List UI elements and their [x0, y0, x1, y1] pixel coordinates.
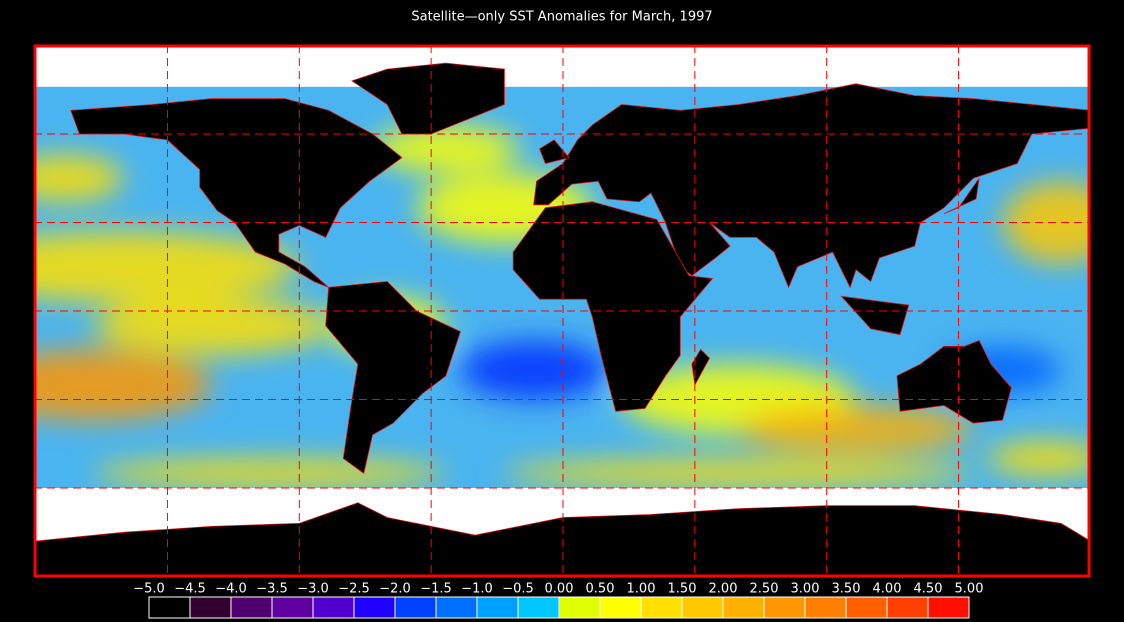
colorbar-tick-label: 3.50	[832, 582, 861, 597]
color-swatch	[804, 596, 847, 619]
colorbar-tick-label: −5.0	[133, 582, 165, 597]
color-swatch	[722, 596, 765, 619]
landmass	[325, 281, 461, 474]
colorbar-tick-label: −4.0	[215, 582, 247, 597]
color-swatch	[271, 596, 314, 619]
color-swatch	[230, 596, 273, 619]
colorbar-tick-label: 4.50	[914, 582, 943, 597]
color-swatch	[353, 596, 396, 619]
color-swatch	[312, 596, 355, 619]
color-swatch	[189, 596, 232, 619]
anomaly-patch	[372, 125, 520, 173]
colorbar-tick-label: −4.5	[174, 582, 206, 597]
colorbar-tick-label: 0.00	[545, 582, 574, 597]
map-frame	[33, 44, 1091, 578]
colorbar-tick-label: 3.00	[791, 582, 820, 597]
landmass	[70, 98, 403, 288]
anomaly-patch	[1002, 181, 1088, 264]
graticule	[36, 47, 1088, 575]
landmass	[539, 139, 570, 164]
colorbar-tick-label: 0.50	[586, 582, 615, 597]
color-swatch	[558, 596, 601, 619]
color-swatch	[599, 596, 642, 619]
anomaly-patch	[504, 458, 974, 488]
colorbar-tick-label: 2.00	[709, 582, 738, 597]
color-swatch	[845, 596, 888, 619]
colorbar-tick-label: −2.5	[338, 582, 370, 597]
colorbar-tick-label: −0.5	[502, 582, 534, 597]
landmass	[533, 83, 1088, 289]
landmass	[896, 339, 1012, 424]
color-swatch	[640, 596, 683, 619]
colorbar-tick-label: 1.00	[627, 582, 656, 597]
color-swatch	[927, 596, 970, 619]
color-swatch	[763, 596, 806, 619]
color-swatch	[435, 596, 478, 619]
anomaly-field	[36, 125, 1088, 488]
color-swatch	[517, 596, 560, 619]
colorbar-tick-label: −1.0	[461, 582, 493, 597]
color-swatch	[681, 596, 724, 619]
map-title: Satellite—only SST Anomalies for March, …	[411, 10, 712, 25]
color-swatch	[886, 596, 929, 619]
colorbar-tick-label: −1.5	[420, 582, 452, 597]
landmass	[351, 62, 505, 135]
sea-ice	[36, 47, 1088, 87]
colorbar-tick-label: 4.00	[873, 582, 902, 597]
colorbar-tick-label: −3.5	[256, 582, 288, 597]
anomaly-patch	[460, 340, 607, 400]
colorbar-tick-label: −2.0	[379, 582, 411, 597]
colorbar-tick-label: 1.50	[668, 582, 697, 597]
map	[36, 47, 1088, 575]
anomaly-patch	[94, 296, 329, 356]
landmass	[840, 295, 910, 336]
color-swatch	[476, 596, 519, 619]
color-swatch	[148, 596, 191, 619]
landmass	[943, 178, 980, 214]
anomaly-patch	[94, 458, 446, 488]
anomaly-patch	[738, 405, 974, 453]
colorbar-tick-label: 2.50	[750, 582, 779, 597]
colorbar-tick-label: −3.0	[297, 582, 329, 597]
colorbar: −5.0 −4.5 −4.0 −3.5 −3.0 −2.5 −2.0 −1.5 −1.0 −0.5…	[133, 582, 983, 619]
color-swatch	[394, 596, 437, 619]
anomaly-patch	[36, 154, 124, 202]
colorbar-tick-label: 5.00	[955, 582, 984, 597]
anomaly-patch	[987, 440, 1088, 477]
